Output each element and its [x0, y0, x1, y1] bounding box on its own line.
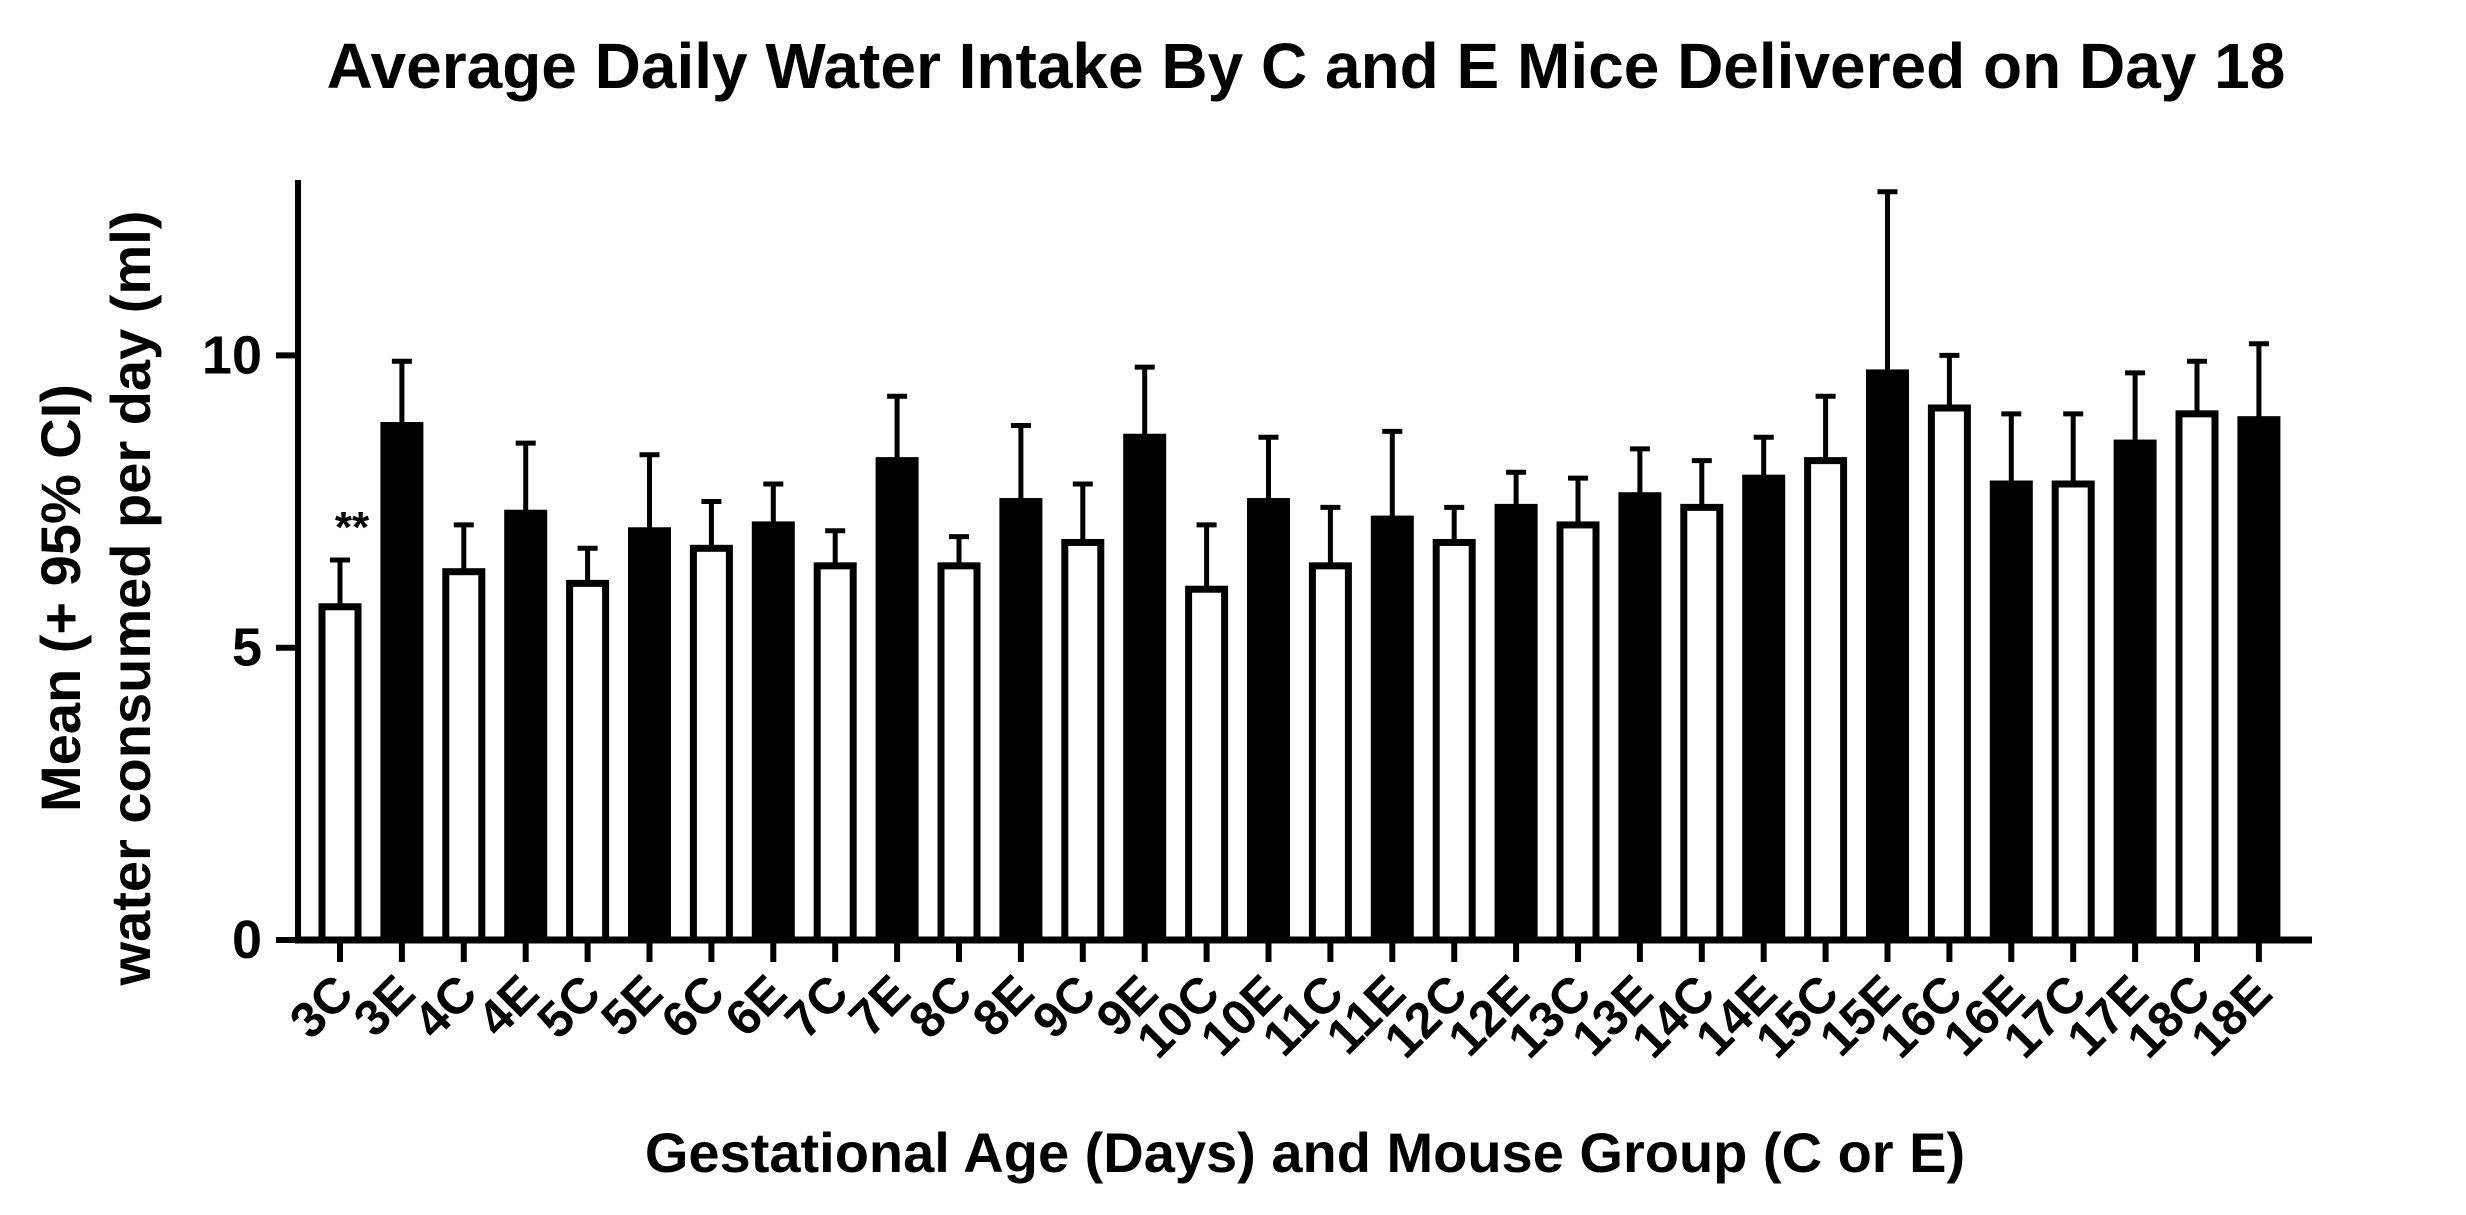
chart-title: Average Daily Water Intake By C and E Mi… [327, 30, 2286, 102]
bar-13E [1618, 492, 1662, 944]
y-axis-label-line-2: water consumed per day (ml) [99, 211, 162, 987]
significance-annotation: ** [335, 503, 370, 552]
bar-8E [999, 498, 1043, 944]
bar-7C [813, 562, 857, 944]
bar-17C [2051, 480, 2095, 944]
bar-16C [1927, 404, 1971, 944]
bar-8C [937, 562, 981, 944]
bar-9E [1123, 433, 1167, 944]
bar-14E [1742, 474, 1786, 944]
bar-14C [1680, 503, 1724, 944]
bar-15E [1866, 369, 1909, 944]
y-tick-label-5: 5 [232, 618, 262, 678]
bar-16E [1989, 480, 2033, 944]
bar-11C [1308, 562, 1352, 944]
x-axis-label: Gestational Age (Days) and Mouse Group (… [645, 1121, 1965, 1184]
bar-9C [1061, 538, 1105, 944]
bar-17E [2113, 439, 2157, 944]
bar-4E [504, 509, 548, 944]
bar-5C [566, 579, 610, 944]
bar-3E [380, 422, 424, 944]
bar-10C [1185, 585, 1229, 944]
bar-18C [2175, 410, 2219, 944]
bar-12E [1494, 503, 1538, 944]
bar-15C [1804, 457, 1848, 944]
bar-6C [689, 544, 733, 944]
bar-5E [628, 527, 671, 944]
bar-11E [1370, 515, 1414, 944]
bar-18E [2237, 416, 2281, 944]
bar-7E [875, 457, 919, 944]
y-axis-label-line-1: Mean (+ 95% CI) [29, 384, 92, 812]
bar-13C [1556, 521, 1600, 944]
plot-area: 3C3E4C4E5C5E6C6E7C7E8C8E9C9E10C10E11C11E… [202, 180, 2312, 1069]
y-tick-label-0: 0 [232, 910, 262, 970]
bar-12C [1432, 538, 1476, 944]
bar-4C [442, 568, 486, 944]
y-tick-label-10: 10 [202, 325, 262, 385]
bar-10E [1247, 498, 1290, 944]
bar-6E [751, 521, 795, 944]
bar-3C [318, 603, 362, 944]
